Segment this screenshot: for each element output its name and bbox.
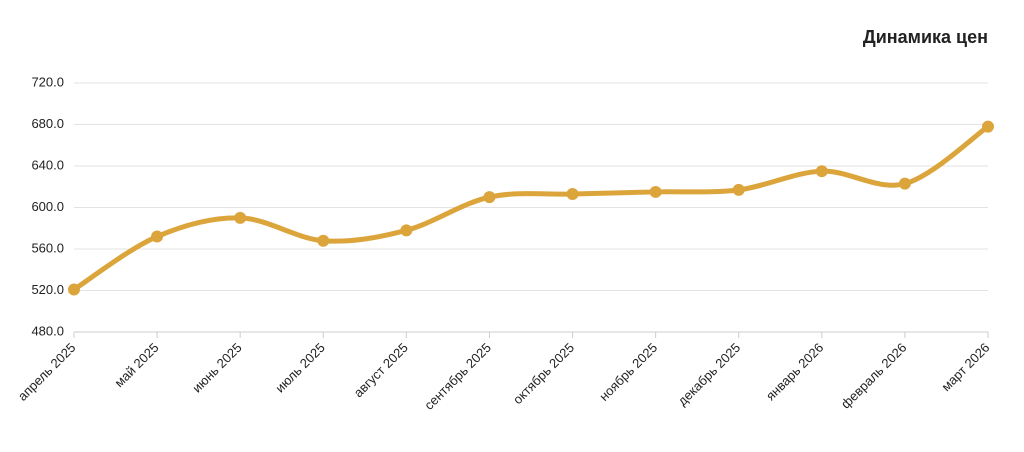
y-tick-label: 560.0	[31, 240, 64, 255]
x-tick-label: ноябрь 2025	[596, 340, 660, 404]
point	[234, 211, 247, 224]
y-tick-label: 480.0	[31, 323, 64, 338]
x-tick-label: декабрь 2025	[675, 340, 744, 409]
point	[483, 191, 496, 204]
x-tick-label: апрель 2025	[15, 340, 79, 404]
x-tick-label: сентябрь 2025	[421, 340, 494, 413]
point	[732, 183, 745, 196]
chart-title: Динамика цен	[863, 27, 988, 47]
y-tick-label: 640.0	[31, 157, 64, 172]
point	[317, 234, 330, 247]
point	[400, 224, 413, 237]
point	[566, 188, 579, 201]
x-tick-label: март 2026	[938, 340, 992, 394]
line	[71, 124, 991, 292]
y-tick-label: 720.0	[31, 74, 64, 89]
y-tick-label: 520.0	[31, 282, 64, 297]
point	[815, 165, 828, 178]
x-tick-label: май 2025	[111, 340, 161, 390]
y-tick-label: 680.0	[31, 116, 64, 131]
x-tick-label: июнь 2025	[189, 340, 245, 396]
point	[151, 230, 164, 243]
x-tick-label: январь 2026	[763, 340, 826, 403]
x-tick-label: октябрь 2025	[510, 340, 577, 407]
x-tick-label: февраль 2026	[838, 340, 910, 412]
y-tick-label: 600.0	[31, 199, 64, 214]
point	[982, 120, 994, 133]
x-tick-label: июль 2025	[272, 340, 328, 396]
point	[898, 177, 911, 190]
x-tick-label: август 2025	[351, 340, 411, 400]
point	[68, 283, 80, 296]
point	[649, 185, 662, 198]
